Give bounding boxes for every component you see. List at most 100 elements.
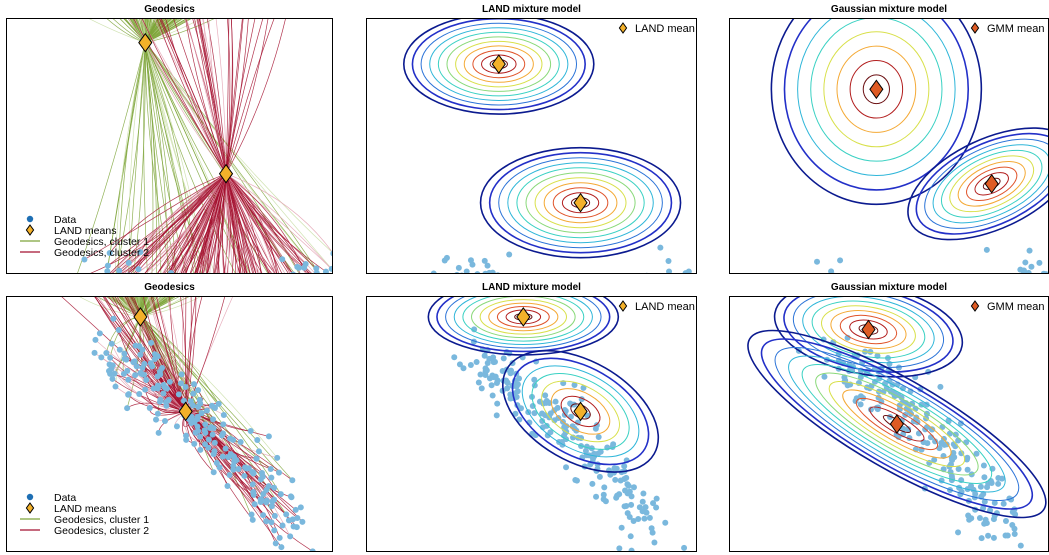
- data-point: [238, 439, 244, 445]
- data-point: [988, 478, 994, 484]
- geodesic-line: [61, 18, 146, 43]
- legend-marker-dot: [27, 216, 33, 222]
- data-point: [110, 316, 116, 322]
- data-point: [212, 440, 218, 446]
- data-point: [254, 456, 260, 462]
- data-point: [191, 381, 197, 387]
- gmm-mean-marker: [985, 175, 998, 193]
- data-point: [555, 405, 561, 411]
- data-point: [681, 545, 687, 551]
- data-point: [259, 470, 265, 476]
- data-point: [603, 498, 609, 504]
- panel-land-top: LAND mixture model LAND mean: [366, 18, 697, 274]
- data-point: [123, 357, 129, 363]
- data-point: [227, 472, 233, 478]
- legend-label: LAND mean: [635, 301, 695, 313]
- data-point: [493, 374, 499, 380]
- data-point: [486, 356, 492, 362]
- data-point: [107, 355, 113, 361]
- data-point: [938, 440, 944, 446]
- data-point: [116, 268, 122, 274]
- data-point: [156, 430, 162, 436]
- land-mean-marker: [492, 55, 505, 73]
- panel-geodesics-bottom: Geodesics Data LAND means Geodesics, clust…: [6, 296, 333, 552]
- data-point: [657, 245, 663, 251]
- data-point: [601, 484, 607, 490]
- panel-gmm-bottom: Gaussian mixture model GMM mean: [729, 296, 1049, 552]
- legend: GMM mean: [971, 301, 1044, 313]
- data-point: [662, 520, 668, 526]
- data-point: [220, 421, 226, 427]
- data-point: [289, 477, 295, 483]
- data-point: [965, 467, 971, 473]
- data-point: [130, 359, 136, 365]
- data-point: [153, 417, 159, 423]
- data-point: [231, 454, 237, 460]
- data-point: [212, 405, 218, 411]
- data-point: [995, 481, 1001, 487]
- axes-frame: [730, 19, 1049, 274]
- data-point: [929, 426, 935, 432]
- data-point: [210, 432, 216, 438]
- data-point: [116, 327, 122, 333]
- data-point: [224, 483, 230, 489]
- data-point: [643, 510, 649, 516]
- legend-marker-diamond: [619, 23, 626, 33]
- data-point: [457, 361, 463, 367]
- data-point: [494, 412, 500, 418]
- data-point: [280, 522, 286, 528]
- data-point: [468, 362, 474, 368]
- legend-label: GMM mean: [987, 23, 1044, 35]
- data-point: [149, 363, 155, 369]
- data-point: [241, 473, 247, 479]
- data-point: [202, 441, 208, 447]
- data-point: [626, 483, 632, 489]
- data-point: [136, 343, 142, 349]
- data-point: [619, 525, 625, 531]
- data-point: [616, 491, 622, 497]
- plot-area: LAND mean: [366, 18, 697, 274]
- data-point: [263, 518, 269, 524]
- data-point: [951, 454, 957, 460]
- data-point: [220, 454, 226, 460]
- panel-title: Gaussian mixture model: [729, 4, 1049, 15]
- legend-marker-dot: [27, 494, 33, 500]
- data-point: [163, 403, 169, 409]
- data-point: [924, 424, 930, 430]
- data-points: [392, 18, 697, 274]
- data-point: [160, 391, 166, 397]
- data-point: [494, 401, 500, 407]
- data-point: [283, 511, 289, 517]
- data-point: [157, 369, 163, 375]
- data-point: [157, 399, 163, 405]
- plot-area: LAND mean: [366, 296, 697, 552]
- data-point: [236, 466, 242, 472]
- data-point: [853, 398, 859, 404]
- legend: GMM mean: [971, 23, 1044, 35]
- data-point: [937, 384, 943, 390]
- data-point: [271, 485, 277, 491]
- data-point: [141, 361, 147, 367]
- data-point: [489, 382, 495, 388]
- data-point: [506, 251, 512, 257]
- data-point: [136, 391, 142, 397]
- data-point: [985, 533, 991, 539]
- data-point: [977, 515, 983, 521]
- data-point: [290, 516, 296, 522]
- data-point: [654, 496, 660, 502]
- panel-geodesics-top: Geodesics Data LAND means Geodesics, clust…: [6, 18, 333, 274]
- data-point: [821, 374, 827, 380]
- data-point: [277, 535, 283, 541]
- contour-group: [404, 18, 681, 258]
- data-point: [251, 492, 257, 498]
- data-point: [174, 423, 180, 429]
- data-point: [293, 507, 299, 513]
- data-point: [991, 535, 997, 541]
- data-point: [210, 416, 216, 422]
- data-point: [886, 361, 892, 367]
- data-point: [574, 478, 580, 484]
- data-point: [542, 392, 548, 398]
- data-point: [219, 433, 225, 439]
- data-point: [249, 511, 255, 517]
- geodesic-line: [226, 18, 300, 174]
